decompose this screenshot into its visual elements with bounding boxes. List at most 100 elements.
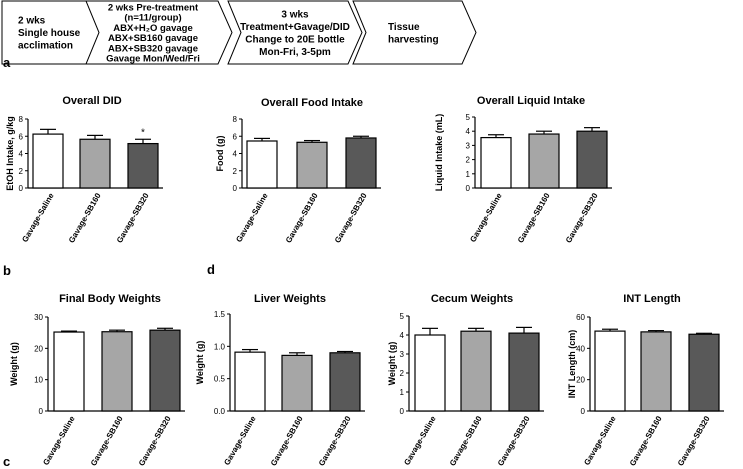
category-label: Gavage-SB160 [516, 191, 552, 245]
bar-gavage-sb320 [345, 137, 377, 189]
category-label: Gavage-SB320 [496, 414, 532, 468]
y-tick-label: 5 [400, 312, 405, 321]
y-tick-label: 5 [466, 113, 471, 122]
y-tick-label: 0 [581, 407, 586, 416]
bar-gavage-saline [246, 140, 278, 189]
y-tick-label: 3 [400, 350, 405, 359]
y-tick-label: 4 [19, 150, 24, 159]
y-tick-label: 2 [400, 369, 405, 378]
panel-letter-c: c [3, 454, 11, 469]
y-tick-label: 2 [233, 167, 238, 176]
timeline-arrow-3 [227, 0, 363, 65]
category-label: Gavage-SB320 [676, 414, 712, 468]
significance-marker: * [141, 127, 145, 138]
category-label: Gavage-SB160 [269, 414, 305, 468]
category-label: Gavage-Saline [468, 191, 504, 244]
timeline-arrow-4 [352, 0, 477, 65]
y-tick-label: 10 [34, 376, 43, 385]
timeline-step-2-line-4: ABX+SB160 gavage [108, 33, 198, 44]
bar-gavage-sb320 [576, 130, 608, 189]
y-tick-label: 1.5 [214, 310, 226, 319]
bar-gavage-saline [53, 331, 85, 412]
y-tick-label: 1 [466, 170, 471, 179]
category-label: Gavage-SB160 [67, 191, 103, 245]
y-axis-label: Food (g) [215, 136, 225, 172]
panel-letter-d: d [207, 262, 215, 277]
bar-gavage-sb320 [127, 142, 159, 189]
bar-gavage-saline [480, 136, 512, 189]
timeline-arrow-2 [85, 0, 233, 65]
y-tick-label: 60 [576, 313, 585, 322]
y-tick-label: 4 [233, 150, 238, 159]
chart-title: Liver Weights [254, 293, 326, 305]
category-label: Gavage-SB160 [284, 191, 320, 245]
category-label: Gavage-SB160 [448, 414, 484, 468]
category-label: Gavage-Saline [234, 191, 270, 244]
panel-letter-a: a [3, 55, 11, 70]
bar-gavage-saline [414, 334, 446, 412]
y-axis-label: Weight (g) [195, 341, 205, 385]
y-tick-label: 6 [233, 132, 238, 141]
bar-gavage-sb320 [508, 332, 540, 412]
category-label: Gavage-SB160 [628, 414, 664, 468]
timeline-step-1-line-1: 2 wks [18, 16, 46, 27]
bar-gavage-sb320 [688, 333, 720, 412]
chart-liquid: Overall Liquid Intake 0 1 2 3 4 5 Liquid Intake… [434, 95, 612, 245]
bar-gavage-sb160 [460, 330, 492, 412]
chart-cecum: Cecum Weights 0 1 2 3 4 5 Weight (g) Gavage-Sali… [387, 293, 544, 468]
y-tick-label: 40 [576, 344, 585, 353]
timeline-step-1-line-3: acclimation [18, 41, 73, 52]
y-axis-label: INT Length (cm) [567, 330, 577, 399]
y-tick-label: 0.0 [214, 407, 226, 416]
y-tick-label: 1 [400, 388, 405, 397]
timeline-step-3-line-2: Treatment+Gavage/DID [240, 22, 350, 33]
timeline-step-4-line-1: Tissue [388, 22, 420, 33]
category-label: Gavage-Saline [402, 414, 438, 467]
y-tick-label: 8 [233, 115, 238, 124]
y-tick-label: 20 [576, 376, 585, 385]
y-tick-label: 3 [466, 141, 471, 150]
category-label: Gavage-Saline [20, 191, 56, 244]
bar-gavage-sb160 [296, 141, 328, 189]
chart-int: INT Length 0 20 40 60 INT Length (cm) Gavage-S… [567, 293, 724, 468]
timeline-step-1-line-2: Single house [18, 28, 81, 39]
y-tick-label: 30 [34, 313, 43, 322]
chart-food: Overall Food Intake 0 2 4 6 8 Food (g) Gavage-S… [215, 97, 381, 245]
timeline-step-2-line-5: ABX+SB320 gavage [108, 43, 198, 54]
chart-title: INT Length [623, 293, 681, 305]
y-tick-label: 2 [19, 167, 24, 176]
chart-title: Overall Liquid Intake [477, 95, 585, 107]
timeline-step-3-line-4: Mon-Fri, 3-5pm [259, 47, 331, 58]
category-label: Gavage-Saline [41, 414, 77, 467]
y-axis-label: Liquid Intake (mL) [434, 114, 444, 192]
chart-title: Overall Food Intake [261, 97, 363, 109]
timeline-step-2-line-6: Gavage Mon/Wed/Fri [106, 54, 200, 65]
category-label: Gavage-SB160 [89, 414, 125, 468]
y-tick-label: 0 [466, 184, 471, 193]
y-tick-label: 6 [19, 132, 24, 141]
bar-gavage-sb160 [528, 133, 560, 189]
y-tick-label: 8 [19, 115, 24, 124]
bar-gavage-sb320 [149, 329, 181, 412]
y-axis-label: Weight (g) [9, 342, 19, 386]
timeline-step-3-line-1: 3 wks [281, 9, 309, 20]
category-label: Gavage-Saline [222, 414, 258, 467]
timeline-step-2-line-3: ABX+H₂O gavage [113, 23, 192, 34]
bar-gavage-saline [32, 133, 64, 189]
panel-letter-b: b [3, 263, 11, 278]
y-tick-label: 0 [400, 407, 405, 416]
y-axis-label: Weight (g) [387, 342, 397, 386]
chart-liver: Liver Weights 0.0 0.5 1.0 1.5 Weight (g) Gavag… [195, 293, 365, 468]
category-label: Gavage-SB320 [564, 191, 600, 245]
y-tick-label: 4 [400, 331, 405, 340]
bar-gavage-sb160 [281, 354, 313, 412]
timeline-step-4-line-2: harvesting [388, 34, 439, 45]
bar-gavage-sb160 [101, 331, 133, 412]
y-tick-label: 0 [19, 184, 24, 193]
category-label: Gavage-Saline [582, 414, 618, 467]
y-tick-label: 2 [466, 156, 471, 165]
y-axis-label: EtOH Intake, g/kg [5, 116, 15, 191]
y-tick-label: 20 [34, 344, 43, 353]
